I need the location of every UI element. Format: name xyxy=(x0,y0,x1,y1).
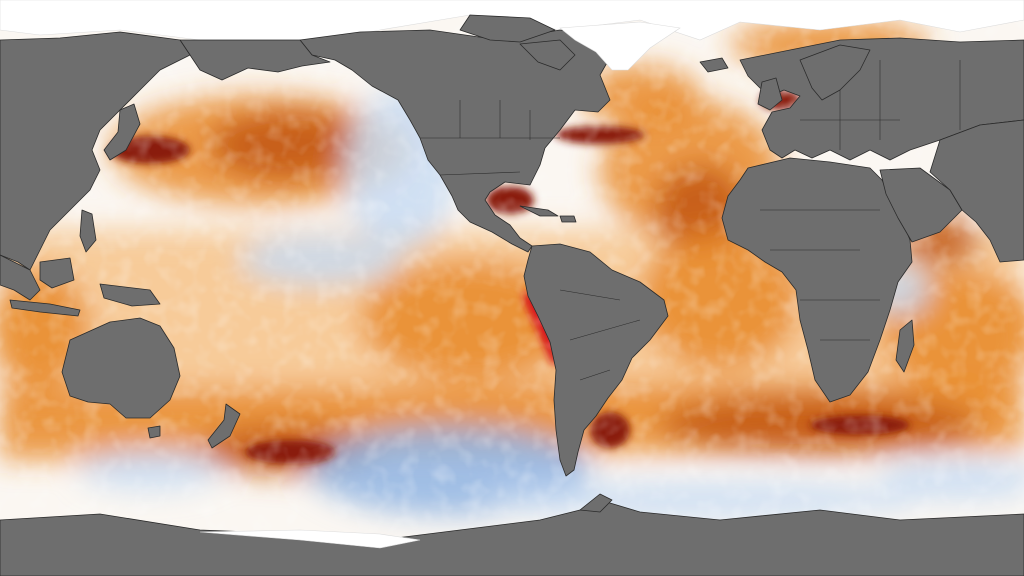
land-new-guinea xyxy=(99,283,161,307)
land-britain xyxy=(757,77,783,111)
land-philippines xyxy=(79,209,97,253)
land-arabia xyxy=(879,167,963,243)
land-baffin xyxy=(519,39,576,71)
land-southeast-asia xyxy=(0,254,41,301)
land-scandinavia xyxy=(799,44,871,101)
antarctic-peninsula xyxy=(579,493,613,513)
land-japan xyxy=(103,103,141,161)
land-sumatra-java xyxy=(9,299,81,317)
land-north-america xyxy=(299,29,621,253)
land-greenland-ice xyxy=(559,21,681,71)
land-south-america xyxy=(523,243,669,477)
land-borneo xyxy=(39,257,75,289)
land-arctic-islands xyxy=(459,14,556,43)
land-layer xyxy=(0,14,1024,576)
land-hispaniola xyxy=(559,215,577,223)
antarctic-ice-shelf xyxy=(199,529,421,549)
land-new-zealand xyxy=(207,403,241,449)
land-asia-east xyxy=(929,119,1024,263)
land-australia xyxy=(61,317,181,419)
land-iceland xyxy=(699,57,729,73)
land-alaska xyxy=(179,39,331,81)
land-madagascar xyxy=(895,319,915,373)
land-tasmania xyxy=(147,425,161,439)
country-borders xyxy=(420,60,961,381)
land-cuba xyxy=(519,205,559,217)
